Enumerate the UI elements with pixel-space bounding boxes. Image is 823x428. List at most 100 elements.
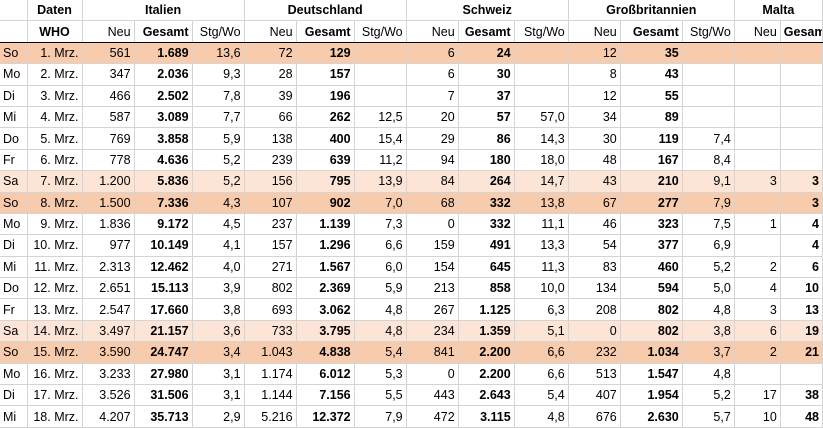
- cell-gb-gesamt: 55: [620, 85, 683, 107]
- table-row: Mi 4. Mrz. 587 3.089 7,7 66 262 12,5 20 …: [0, 106, 823, 129]
- cell-de-neu: 1.174: [243, 362, 297, 386]
- cell-mt-neu: [733, 42, 781, 65]
- cell-de-gesamt: 400: [296, 127, 355, 150]
- cell-de-stg: 11,2: [354, 149, 407, 172]
- cell-it-neu: 3.526: [81, 384, 135, 407]
- cell-gb-gesamt: 119: [620, 127, 683, 150]
- day-cell: So: [0, 341, 28, 364]
- table-row: So 1. Mrz. 561 1.689 13,6 72 129 6 24 12…: [0, 42, 823, 65]
- col-header-gesamt: Gesamt: [134, 20, 193, 43]
- col-header-neu: Neu: [81, 20, 135, 43]
- date-cell: 18. Mrz.: [27, 405, 83, 428]
- cell-gb-stg: 6,9: [682, 234, 735, 257]
- cell-de-neu: 107: [243, 192, 297, 214]
- cell-ch-neu: 94: [405, 149, 459, 172]
- cell-de-stg: [354, 63, 407, 86]
- cell-ch-gesamt: 645: [458, 256, 515, 279]
- cell-de-neu: 5.216: [243, 405, 297, 428]
- cell-mt-gesamt: [780, 149, 823, 172]
- cell-gb-gesamt: 377: [620, 234, 683, 257]
- cell-it-gesamt: 7.336: [134, 192, 193, 214]
- cell-gb-neu: 12: [567, 85, 621, 107]
- day-cell: Do: [0, 127, 28, 150]
- cell-gb-neu: 0: [567, 320, 621, 343]
- cell-gb-gesamt: 323: [620, 212, 683, 236]
- cell-de-neu: 693: [243, 298, 297, 321]
- cell-mt-gesamt: 21: [780, 341, 823, 364]
- cell-gb-stg: 5,2: [682, 256, 735, 279]
- date-cell: 1. Mrz.: [27, 42, 83, 65]
- cell-ch-neu: 159: [405, 234, 459, 257]
- day-cell: Di: [0, 234, 28, 257]
- cell-gb-stg: 5,2: [682, 384, 735, 407]
- day-cell: Di: [0, 85, 28, 107]
- cell-ch-gesamt: 2.200: [458, 362, 515, 386]
- cell-de-stg: 6,0: [354, 256, 407, 279]
- cell-it-stg: 3,1: [192, 362, 245, 386]
- cell-ch-neu: 841: [405, 341, 459, 364]
- cell-gb-stg: 3,7: [682, 341, 735, 364]
- cell-gb-stg: [682, 85, 735, 107]
- cell-ch-neu: 84: [405, 170, 459, 193]
- cell-ch-gesamt: 858: [458, 277, 515, 300]
- col-header-neu: Neu: [567, 20, 621, 43]
- cell-it-gesamt: 31.506: [134, 384, 193, 407]
- cell-de-neu: 733: [243, 320, 297, 343]
- cell-ch-neu: 213: [405, 277, 459, 300]
- cell-mt-neu: 6: [733, 320, 781, 343]
- day-cell: Mi: [0, 256, 28, 279]
- header-country-schweiz: Schweiz: [405, 0, 569, 22]
- date-cell: 14. Mrz.: [27, 320, 83, 343]
- cell-ch-stg: 6,3: [514, 298, 569, 321]
- cell-de-gesamt: 157: [296, 63, 355, 86]
- cell-mt-gesamt: 4: [780, 234, 823, 257]
- table-row: So 15. Mrz. 3.590 24.747 3,4 1.043 4.838…: [0, 341, 823, 364]
- cell-mt-gesamt: 19: [780, 320, 823, 343]
- cell-gb-neu: 8: [567, 63, 621, 86]
- cell-gb-neu: 407: [567, 384, 621, 407]
- cell-ch-stg: 5,1: [514, 320, 569, 343]
- cell-it-stg: 5,2: [192, 149, 245, 172]
- cell-it-neu: 347: [81, 63, 135, 86]
- cell-ch-stg: 18,0: [514, 149, 569, 172]
- cell-gb-neu: 48: [567, 149, 621, 172]
- cell-ch-stg: [514, 42, 569, 65]
- cell-mt-neu: 4: [733, 277, 781, 300]
- cell-de-stg: 5,5: [354, 384, 407, 407]
- cell-it-gesamt: 2.502: [134, 85, 193, 107]
- cell-gb-stg: [682, 42, 735, 65]
- cell-gb-stg: 8,4: [682, 149, 735, 172]
- table-row: Mo 2. Mrz. 347 2.036 9,3 28 157 6 30 8 4…: [0, 63, 823, 86]
- day-cell: Sa: [0, 170, 28, 193]
- cell-mt-gesamt: [780, 42, 823, 65]
- cell-mt-gesamt: [780, 85, 823, 107]
- cell-ch-stg: 6,6: [514, 362, 569, 386]
- cell-it-neu: 2.651: [81, 277, 135, 300]
- cell-de-neu: 138: [243, 127, 297, 150]
- cell-it-gesamt: 9.172: [134, 212, 193, 236]
- header-who: WHO: [27, 20, 83, 43]
- cell-gb-neu: 30: [567, 127, 621, 150]
- table-row: So 8. Mrz. 1.500 7.336 4,3 107 902 7,0 6…: [0, 192, 823, 214]
- cell-de-stg: 13,9: [354, 170, 407, 193]
- day-cell: So: [0, 42, 28, 65]
- col-header-stg: Stg/Wo: [354, 20, 407, 43]
- cell-ch-stg: 14,3: [514, 127, 569, 150]
- cell-it-stg: 3,9: [192, 277, 245, 300]
- cell-gb-stg: 7,9: [682, 192, 735, 214]
- header-daten: Daten: [27, 0, 83, 22]
- col-header-gesamt: Gesamt: [620, 20, 683, 43]
- cell-ch-stg: 13,3: [514, 234, 569, 257]
- cell-ch-neu: 68: [405, 192, 459, 214]
- cell-mt-gesamt: [780, 362, 823, 386]
- cell-gb-gesamt: 594: [620, 277, 683, 300]
- cell-ch-gesamt: 3.115: [458, 405, 515, 428]
- cell-de-gesamt: 795: [296, 170, 355, 193]
- cell-de-neu: 66: [243, 106, 297, 129]
- table-row: Mi 18. Mrz. 4.207 35.713 2,9 5.216 12.37…: [0, 405, 823, 428]
- cell-it-stg: 7,7: [192, 106, 245, 129]
- cell-it-gesamt: 3.089: [134, 106, 193, 129]
- cell-it-gesamt: 1.689: [134, 42, 193, 65]
- cell-it-stg: 4,0: [192, 256, 245, 279]
- cell-it-neu: 977: [81, 234, 135, 257]
